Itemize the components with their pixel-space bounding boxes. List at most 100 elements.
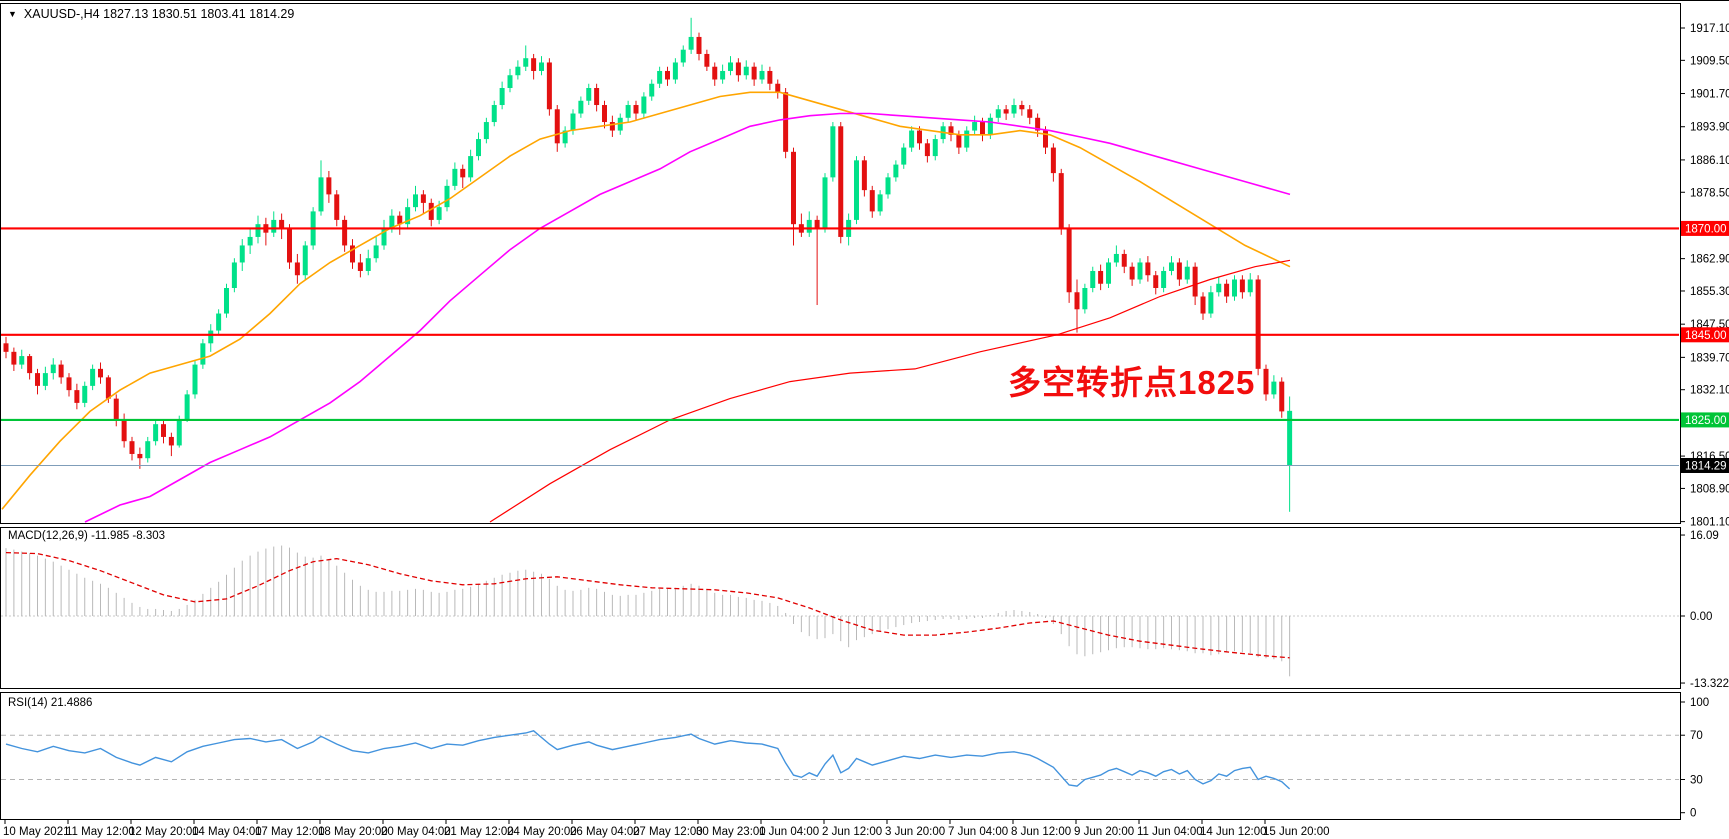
candle-body [720,70,726,80]
candle-body [830,126,836,178]
macd-axis-label: 0.00 [1690,611,1712,623]
open-value: 1827.13 [103,7,149,21]
candle-body [176,419,182,446]
rsi-axis-label: 70 [1690,730,1703,742]
candle-body [381,228,387,246]
candle-body [1129,266,1135,280]
candle-body [854,160,859,220]
time-axis-label: 21 May 12:00 [444,826,514,838]
candle-body [1043,130,1048,148]
candle-body [956,134,962,148]
candle-body [1176,262,1182,280]
candle-body [1263,368,1269,395]
candle-body [680,49,686,63]
price-badge-label-1825.00: 1825.00 [1685,415,1727,427]
candle-body [1050,147,1056,174]
candle-body [995,109,1001,118]
candle-body [326,177,332,195]
candle-body [649,83,655,97]
candle-body [50,364,56,374]
candle-body [515,66,521,76]
main-panel-frame [0,3,1681,524]
candle-body [1011,105,1017,114]
candle-body [909,130,915,148]
candle-body [1287,410,1293,466]
candle-body [735,62,741,76]
candle-body [105,377,111,399]
time-axis-label: 1 Jun 04:00 [759,826,819,838]
candle-body [1255,279,1261,369]
candle-body [444,185,450,208]
candle-body [192,364,198,395]
macd-axis-label: 16.09 [1690,530,1719,542]
candle-body [657,70,663,84]
candle-body [452,168,458,186]
time-axis-label: 12 May 20:00 [129,826,199,838]
candle-body [924,143,930,157]
macd-panel-frame [0,527,1681,689]
candle-body [27,356,33,374]
candle-body [948,126,954,135]
candle-body [231,262,237,288]
candle-body [838,126,844,237]
time-axis-label: 3 Jun 20:00 [885,826,945,838]
candle-body [499,88,505,106]
candle-body [1113,253,1119,263]
candle-body [1090,270,1096,288]
candle-body [350,245,355,263]
candle-body [901,147,907,165]
time-axis-label: 2 Jun 12:00 [822,826,882,838]
time-axis-label: 8 Jun 12:00 [1011,826,1071,838]
candle-body [271,219,277,233]
candle-body [168,436,174,446]
price-axis-label: 1909.50 [1690,55,1729,67]
candle-body [90,368,96,386]
candle-body [688,36,694,50]
price-axis-label: 1878.50 [1690,187,1729,199]
candle-body [791,151,796,225]
candle-body [633,105,639,114]
ma-fast-orange-line [1,91,1291,510]
candle-body [814,219,820,229]
candle-body [523,58,529,67]
candle-body [373,245,379,259]
time-axis-label: 30 May 23:00 [696,826,766,838]
candle-body [208,330,214,344]
rsi-axis-label: 100 [1690,697,1709,709]
candle-body [121,419,127,442]
time-axis-label: 26 May 04:00 [570,826,640,838]
candle-body [137,453,143,459]
price-axis-label: 1801.10 [1690,517,1729,529]
candle-body [546,62,552,110]
candle-body [885,177,891,195]
time-axis-label: 10 May 2021 [3,826,70,838]
candle-body [562,130,568,144]
chart-annotation-text[interactable]: 多空转折点1825 [1008,364,1256,401]
rsi-axis-label: 0 [1690,808,1696,820]
price-badge-1814.29 [1681,457,1729,473]
candle-body [1279,381,1285,412]
candle-body [224,288,229,314]
candle-body [539,62,544,71]
time-axis-label: 7 Jun 04:00 [948,826,1008,838]
price-axis-label: 1855.30 [1690,286,1729,298]
chart-title-bar: ▼ XAUUSD-,H4 1827.13 1830.51 1803.41 1814… [8,7,294,21]
candle-body [554,109,560,144]
rsi-indicator-label: RSI(14) 21.4886 [8,697,93,709]
candle-body [980,122,985,135]
candle-body [413,194,418,208]
candle-body [491,105,497,123]
candle-body [405,207,411,225]
price-axis-label: 1893.90 [1690,122,1729,134]
symbol-dropdown-icon[interactable]: ▼ [8,9,17,19]
ma-slow-red-line [489,259,1291,523]
candle-body [743,66,749,76]
candle-body [712,66,718,80]
candle-body [602,105,607,123]
candle-body [279,219,285,229]
candle-body [1247,279,1253,293]
candle-body [1137,262,1143,280]
candle-body [365,258,371,271]
